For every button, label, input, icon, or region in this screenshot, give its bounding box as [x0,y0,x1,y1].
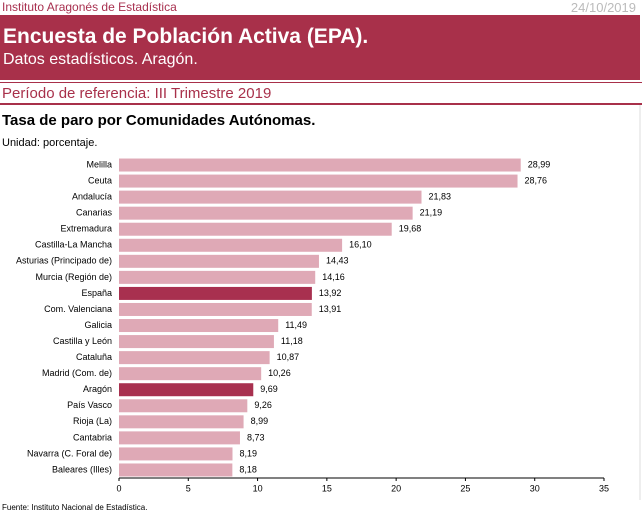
bar [119,367,262,381]
x-tick-label: 0 [116,483,121,493]
value-label: 13,92 [319,288,342,298]
unit: Unidad: porcentaje. [2,137,97,149]
y-tick-label: Baleares (Illes) [52,464,112,474]
bar [119,206,413,220]
y-tick-label: Extremadura [60,224,112,234]
bar [119,270,316,284]
value-label: 14,43 [326,256,349,266]
y-tick-label: Ceuta [88,175,112,185]
bar [119,319,279,333]
y-tick-label: Castilla y León [53,336,112,346]
page-subtitle: Datos estadísticos. Aragón. [3,51,198,68]
bar [119,174,518,188]
y-tick-label: Castilla-La Mancha [35,240,112,250]
bar [119,158,521,172]
y-tick-label: Melilla [86,159,112,169]
y-tick-label: Asturias (Principado de) [16,256,112,266]
value-label: 10,87 [277,352,300,362]
y-tick-label: España [81,288,112,298]
y-tick-label: Com. Valenciana [44,304,112,314]
x-tick-label: 35 [599,483,609,493]
x-tick-label: 15 [322,483,332,493]
y-tick-label: Canarias [76,208,113,218]
value-label: 13,91 [319,304,342,314]
value-label: 8,19 [239,448,257,458]
value-label: 9,26 [254,400,272,410]
period: Período de referencia: III Trimestre 201… [0,82,642,105]
value-label: 11,49 [285,320,307,330]
value-label: 11,18 [281,336,303,346]
bar [119,399,248,413]
bar [119,190,422,204]
bar [119,302,312,316]
value-label: 21,83 [429,192,452,202]
bar [119,351,270,365]
bar [119,286,312,300]
value-label: 19,68 [399,224,422,234]
x-tick-label: 30 [530,483,540,493]
y-tick-label: Navarra (C. Foral de) [27,448,112,458]
bar [119,383,254,397]
y-tick-label: Murcia (Región de) [35,272,112,282]
y-tick-label: País Vasco [67,400,112,410]
value-label: 16,10 [349,240,372,250]
source: Fuente: Instituto Nacional de Estadístic… [2,503,147,512]
chart-title: Tasa de paro por Comunidades Autónomas. [2,112,315,129]
x-tick-label: 10 [253,483,263,493]
y-tick-label: Galicia [84,320,112,330]
bar [119,447,233,461]
y-tick-label: Rioja (La) [73,416,112,426]
value-label: 9,69 [260,384,278,394]
bar [119,431,240,445]
bar [119,415,244,429]
value-label: 8,18 [239,464,257,474]
bar [119,254,319,268]
x-tick-label: 20 [391,483,401,493]
date: 24/10/2019 [570,0,636,15]
x-tick-label: 5 [186,483,191,493]
y-tick-label: Madrid (Com. de) [42,368,112,378]
x-tick-label: 25 [460,483,470,493]
bar [119,335,274,349]
bar [119,238,343,252]
y-tick-label: Aragón [83,384,112,394]
header-band: Encuesta de Población Activa (EPA). Dato… [0,15,640,80]
y-tick-label: Cataluña [76,352,112,362]
y-tick-label: Cantabria [73,432,112,442]
value-label: 28,76 [525,175,548,185]
value-label: 21,19 [420,208,443,218]
y-tick-label: Andalucía [72,192,112,202]
bar [119,463,233,477]
value-label: 14,16 [322,272,345,282]
value-label: 8,99 [251,416,269,426]
value-label: 28,99 [528,159,551,169]
value-label: 10,26 [268,368,291,378]
value-label: 8,73 [247,432,265,442]
page-title: Encuesta de Población Activa (EPA). [3,25,369,48]
institute: Instituto Aragonés de Estadística [2,0,177,14]
bar [119,222,392,236]
